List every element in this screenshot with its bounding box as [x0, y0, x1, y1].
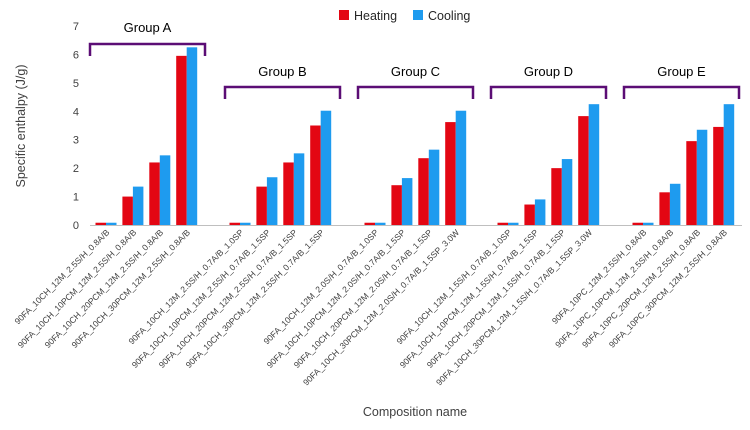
heating-bar	[229, 222, 240, 225]
cooling-bar	[455, 110, 467, 225]
cooling-bar	[534, 199, 546, 225]
y-tick-label: 6	[73, 49, 79, 61]
cooling-bar	[561, 159, 573, 225]
heating-bar	[418, 158, 429, 225]
group-label: Group C	[391, 64, 440, 79]
group-bracket	[489, 85, 608, 99]
heating-bar	[445, 122, 456, 225]
bars-layer	[95, 47, 735, 225]
cooling-bar	[132, 186, 144, 225]
cooling-bar	[266, 177, 278, 225]
cooling-bar	[375, 222, 386, 225]
category-label: 90FA_10PC_20PCM_12M_2.5S/H_0.8A/B	[580, 227, 702, 349]
cooling-bar	[723, 104, 735, 225]
cooling-bar	[508, 222, 519, 225]
heating-bar	[551, 168, 562, 225]
cooling-bar	[159, 155, 171, 225]
heating-bar	[497, 222, 508, 225]
y-tick-label: 7	[73, 21, 79, 33]
heating-bar	[632, 222, 643, 225]
category-label: 90FA_10CH_12M_2.5S/H_0.8A/B	[12, 227, 111, 326]
group-bracket	[622, 85, 741, 99]
x-axis: 90FA_10CH_12M_2.5S/H_0.8A/B90FA_10CH_10P…	[12, 225, 742, 387]
y-tick-label: 0	[73, 220, 79, 232]
heating-bar	[524, 204, 535, 225]
y-tick-label: 5	[73, 78, 79, 90]
y-tick-label: 3	[73, 135, 79, 147]
heating-bar	[713, 126, 724, 225]
cooling-bar	[106, 222, 117, 225]
legend-label: Heating	[354, 9, 397, 23]
cooling-bar	[428, 149, 440, 225]
group-label: Group E	[657, 64, 706, 79]
group-bracket	[223, 85, 342, 99]
heating-bar	[122, 196, 133, 225]
x-axis-title: Composition name	[363, 405, 467, 419]
cooling-bar	[588, 104, 600, 225]
y-tick-label: 1	[73, 192, 79, 204]
heating-bar	[95, 222, 106, 225]
y-axis-title: Specific enthalpy (J/g)	[14, 65, 28, 188]
group-label: Group B	[258, 64, 306, 79]
heating-bar	[176, 55, 187, 225]
heating-bar	[578, 116, 589, 225]
cooling-bar	[186, 47, 198, 225]
heating-bar	[659, 192, 670, 225]
group-bracket	[356, 85, 475, 99]
category-label: 90FA_10PC_12M_2.5S/H_0.8A/B	[550, 227, 649, 326]
y-axis: 0 1 2 3 4 5 6 7	[73, 21, 79, 232]
heating-bar	[391, 185, 402, 225]
legend: Heating Cooling	[339, 9, 470, 23]
group-label: Group A	[124, 20, 172, 35]
group-label: Group D	[524, 64, 573, 79]
heating-bar	[256, 186, 267, 225]
y-tick-label: 4	[73, 106, 79, 118]
group-bracket	[88, 42, 207, 56]
cooling-bar	[696, 129, 708, 225]
cooling-bar	[401, 178, 413, 225]
legend-label: Cooling	[428, 9, 470, 23]
y-tick-label: 2	[73, 163, 79, 175]
cooling-bar	[669, 183, 681, 225]
heating-bar	[364, 222, 375, 225]
category-label: 90FA_10CH_10PCM_12M_2.5S/H_0.8A/B	[16, 227, 139, 350]
cooling-bar	[643, 222, 654, 225]
legend-swatch	[339, 10, 349, 20]
heating-bar	[686, 141, 697, 225]
cooling-bar	[293, 153, 305, 225]
group-brackets-layer: Group A Group B Group C Group D Group E	[88, 20, 741, 99]
legend-swatch	[413, 10, 423, 20]
cooling-bar	[320, 110, 332, 225]
heating-bar	[283, 162, 294, 225]
cooling-bar	[240, 222, 251, 225]
heating-bar	[149, 162, 160, 225]
heating-bar	[310, 125, 321, 225]
